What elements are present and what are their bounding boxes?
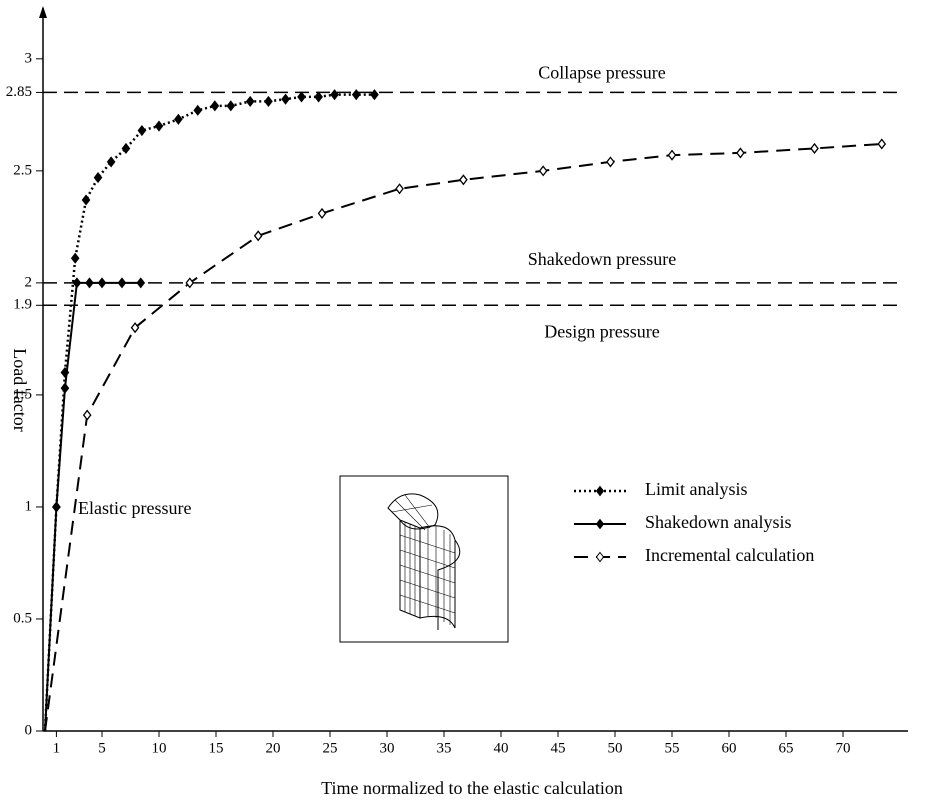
x-tick-label: 5 bbox=[98, 740, 106, 756]
marker bbox=[72, 254, 79, 263]
marker bbox=[137, 278, 144, 287]
marker bbox=[669, 151, 676, 160]
marker bbox=[108, 157, 115, 166]
legend-label: Shakedown analysis bbox=[645, 512, 791, 532]
marker bbox=[194, 106, 201, 115]
x-tick-label: 15 bbox=[209, 740, 224, 756]
x-tick-label: 35 bbox=[437, 740, 452, 756]
marker bbox=[282, 95, 289, 104]
marker bbox=[73, 278, 80, 287]
x-tick-label: 70 bbox=[836, 740, 851, 756]
marker bbox=[53, 502, 60, 511]
marker bbox=[138, 126, 145, 135]
marker bbox=[331, 90, 338, 99]
reference-label: Shakedown pressure bbox=[528, 249, 676, 269]
marker bbox=[84, 411, 91, 420]
x-tick-label: 20 bbox=[266, 740, 281, 756]
y-tick-label: 1.5 bbox=[13, 386, 32, 402]
marker bbox=[118, 278, 125, 287]
marker bbox=[315, 92, 322, 101]
x-tick-label: 30 bbox=[380, 740, 395, 756]
marker bbox=[265, 97, 272, 106]
x-axis-label: Time normalized to the elastic calculati… bbox=[321, 778, 623, 798]
marker bbox=[607, 157, 614, 166]
marker bbox=[122, 144, 129, 153]
marker bbox=[247, 97, 254, 106]
marker bbox=[540, 166, 547, 175]
marker bbox=[878, 139, 885, 148]
marker bbox=[396, 184, 403, 193]
annotation: Elastic pressure bbox=[78, 498, 191, 518]
legend-label: Incremental calculation bbox=[645, 545, 814, 565]
y-tick-label: 2 bbox=[25, 274, 33, 290]
marker bbox=[175, 115, 182, 124]
x-tick-label: 60 bbox=[722, 740, 737, 756]
marker bbox=[99, 278, 106, 287]
reference-label: Design pressure bbox=[544, 321, 659, 341]
x-tick-label: 25 bbox=[323, 740, 338, 756]
series-line bbox=[45, 95, 374, 731]
series-line bbox=[45, 144, 882, 731]
marker bbox=[211, 101, 218, 110]
x-tick-label: 65 bbox=[779, 740, 794, 756]
legend-marker bbox=[597, 487, 604, 496]
inset-figure bbox=[340, 476, 508, 642]
marker bbox=[811, 144, 818, 153]
marker bbox=[255, 231, 262, 240]
y-tick-label: 0 bbox=[25, 722, 33, 738]
marker bbox=[95, 173, 102, 182]
chart: Load factor Time normalized to the elast… bbox=[0, 0, 932, 801]
marker bbox=[460, 175, 467, 184]
y-tick-label: 3 bbox=[25, 50, 33, 66]
x-tick-label: 1 bbox=[53, 740, 61, 756]
marker bbox=[227, 101, 234, 110]
y-tick-label: 2.5 bbox=[13, 162, 32, 178]
marker bbox=[353, 90, 360, 99]
marker bbox=[319, 209, 326, 218]
legend-marker bbox=[597, 553, 604, 562]
x-tick-label: 55 bbox=[665, 740, 680, 756]
x-tick-label: 40 bbox=[494, 740, 509, 756]
marker bbox=[86, 278, 93, 287]
y-tick-label: 0.5 bbox=[13, 610, 32, 626]
marker bbox=[371, 90, 378, 99]
legend-marker bbox=[597, 520, 604, 529]
x-tick-label: 45 bbox=[551, 740, 566, 756]
marker bbox=[156, 122, 163, 131]
y-tick-label: 2.85 bbox=[6, 84, 32, 100]
reference-label: Collapse pressure bbox=[538, 63, 665, 83]
y-axis-arrow bbox=[39, 6, 47, 18]
y-tick-label: 1 bbox=[25, 498, 33, 514]
marker bbox=[737, 148, 744, 157]
x-tick-label: 10 bbox=[152, 740, 167, 756]
y-tick-label: 1.9 bbox=[13, 297, 32, 313]
marker bbox=[298, 92, 305, 101]
legend-label: Limit analysis bbox=[645, 479, 748, 499]
x-tick-label: 50 bbox=[608, 740, 623, 756]
